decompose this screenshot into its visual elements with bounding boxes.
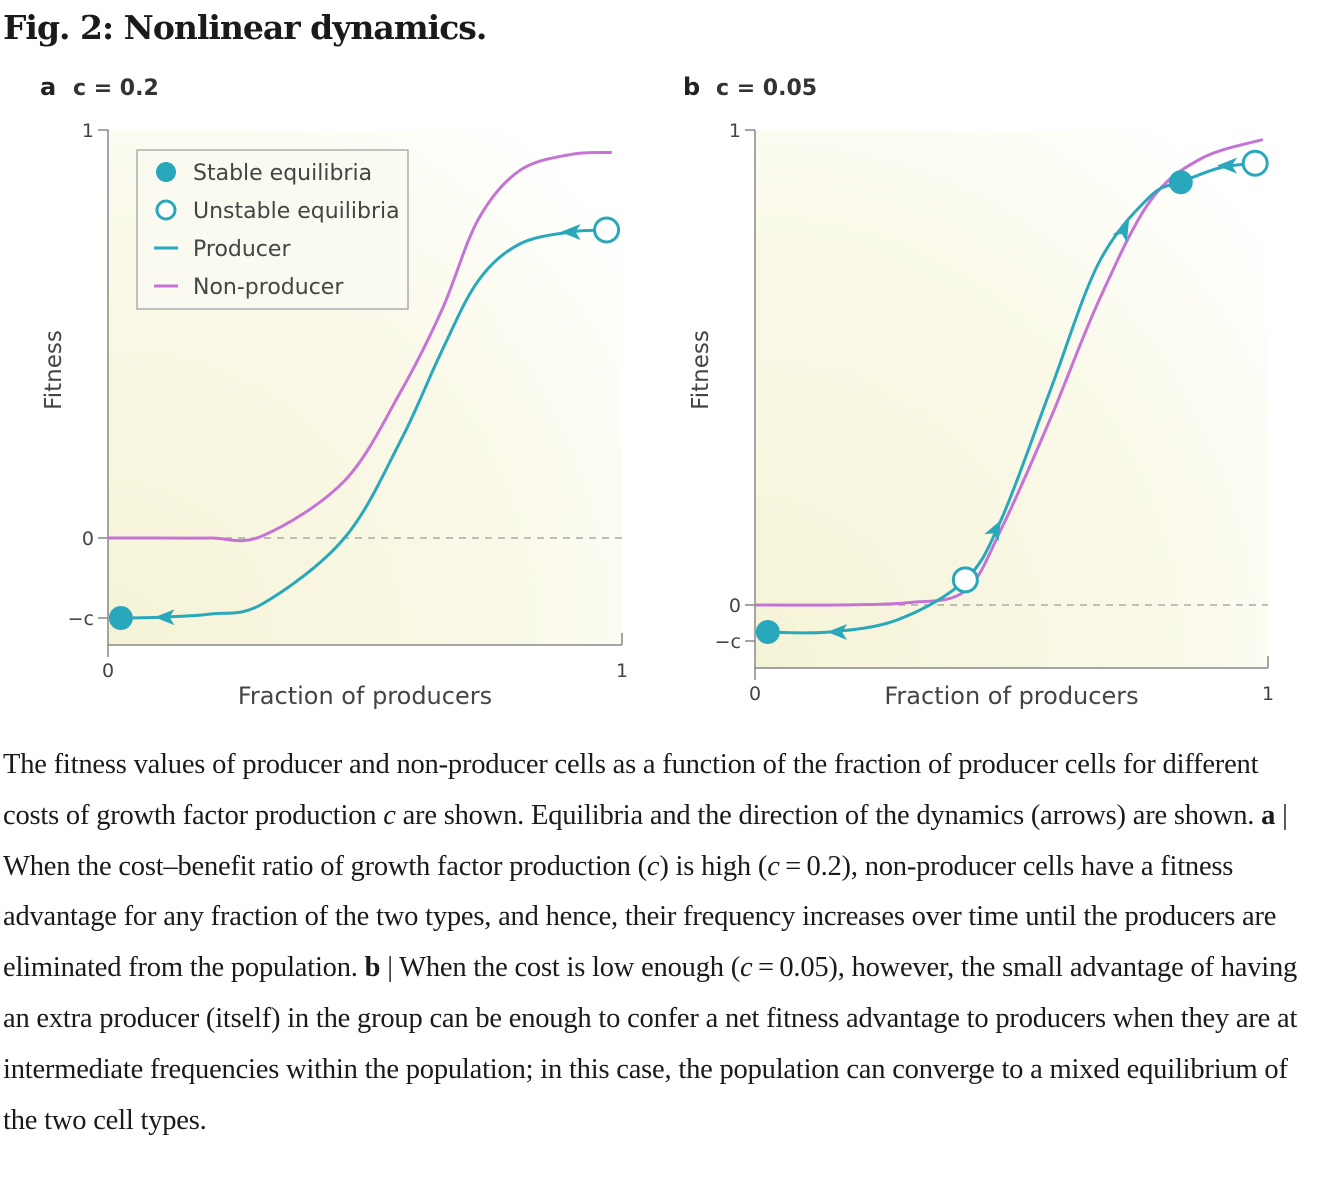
y-tick-label: −c <box>68 608 94 630</box>
x-tick-label: 1 <box>616 660 628 682</box>
caption-panel-b: b <box>364 952 381 984</box>
stable-equilibrium-point <box>108 606 133 630</box>
caption-text: are shown. Equilibria and the direction … <box>395 799 1262 831</box>
legend-unstable-marker <box>155 199 177 221</box>
caption-panel-a: a <box>1261 799 1276 831</box>
y-axis-label: Fitness <box>41 330 67 410</box>
x-axis-label: Fraction of producers <box>884 682 1138 710</box>
panel-title: c = 0.05 <box>716 76 817 101</box>
legend-label-nonproducer: Non-producer <box>193 275 344 300</box>
legend-label-stable: Stable equilibria <box>193 161 372 186</box>
y-tick-label: 1 <box>729 120 741 142</box>
x-tick-label: 0 <box>749 683 761 705</box>
unstable-equilibrium-point <box>951 566 979 594</box>
x-tick-label: 0 <box>102 660 114 682</box>
panel-letter: a <box>40 73 56 101</box>
stable-equilibrium-point <box>1168 170 1193 195</box>
producer-curve <box>120 228 607 620</box>
unstable-equilibrium-point <box>1241 149 1269 177</box>
panel-letter: b <box>683 73 700 101</box>
caption-text: = 0.2), non-producer cells have a fitnes… <box>3 850 1277 984</box>
caption-c: c <box>767 850 780 882</box>
y-tick-label: 0 <box>729 595 741 617</box>
figure: a c = 0.2 1 0 −c 0 1 Fraction of producers Fitne… <box>40 73 1274 710</box>
direction-arrow <box>1216 157 1237 174</box>
panel-b: b c = 0.05 1 0 −c 0 1 Fraction of producers Fitn… <box>683 73 1274 710</box>
panel-title: c = 0.2 <box>73 76 159 101</box>
caption-text: = 0.05), however, the small advantage of… <box>3 952 1298 1136</box>
direction-arrow <box>154 609 175 626</box>
panel-a: a c = 0.2 1 0 −c 0 1 Fraction of producers Fitne… <box>40 73 628 710</box>
y-tick-label: 1 <box>82 120 94 142</box>
unstable-equilibrium-point <box>593 216 621 244</box>
legend: Stable equilibria Unstable equilibria Prod… <box>136 149 409 310</box>
caption-text: | When the cost–benefit ratio of growth … <box>3 799 1288 882</box>
plot-background <box>755 130 1268 668</box>
caption-c: c <box>740 952 753 984</box>
nonproducer-curve <box>108 150 612 543</box>
caption-c: c <box>383 799 396 831</box>
legend-label-producer: Producer <box>193 237 291 262</box>
y-axis-label: Fitness <box>688 330 714 410</box>
figure-caption: The fitness values of producer and non-p… <box>3 740 1315 1146</box>
stable-equilibrium-point <box>755 620 780 644</box>
x-tick-label: 1 <box>1262 683 1274 705</box>
y-tick-label: −c <box>715 631 741 653</box>
caption-text: ) is high ( <box>659 850 768 882</box>
caption-text: The fitness values of producer and non-p… <box>3 749 1259 831</box>
legend-box <box>136 149 409 310</box>
direction-arrow <box>1112 220 1130 243</box>
y-tick-label: 0 <box>82 528 94 550</box>
direction-arrow <box>827 624 848 640</box>
legend-stable-marker <box>156 162 176 182</box>
caption-c: c <box>646 850 660 882</box>
direction-arrow <box>560 224 581 240</box>
legend-label-unstable: Unstable equilibria <box>193 199 400 224</box>
direction-arrow <box>984 520 1001 542</box>
caption-text: | When the cost is low enough ( <box>380 952 741 984</box>
x-axis-label: Fraction of producers <box>238 682 492 710</box>
figure-title: Fig. 2: Nonlinear dynamics. <box>3 8 487 47</box>
